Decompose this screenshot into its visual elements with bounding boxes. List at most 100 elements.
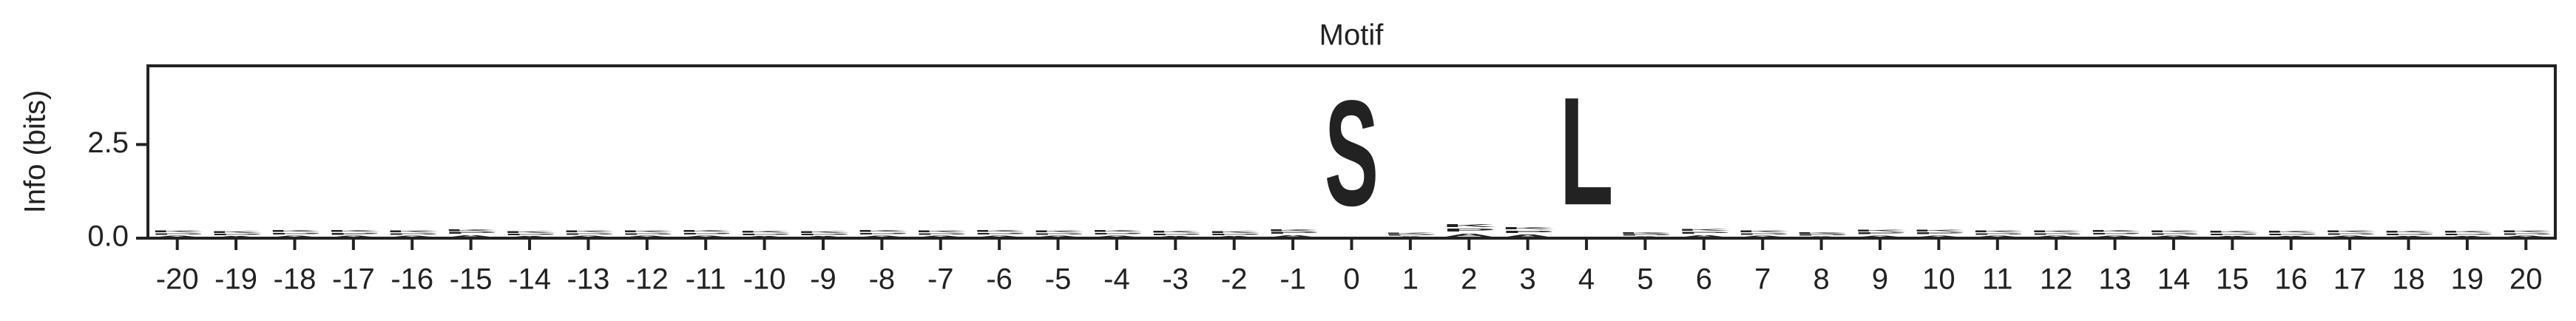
logo-letter: A: [620, 235, 674, 238]
logo-letter: A: [1677, 234, 1731, 238]
logo-letter: K: [1383, 232, 1437, 234]
x-tick-label: 20: [2509, 263, 2543, 296]
y-axis-label: Info (bits): [19, 90, 52, 214]
logo-letter: A: [150, 235, 204, 238]
logo-letter: K: [1501, 226, 1555, 230]
logo-letter: P: [1031, 233, 1085, 235]
logo-letter: P: [2264, 233, 2318, 235]
logo-letter: P: [326, 232, 380, 235]
logo-letter: A: [913, 235, 967, 238]
logo-letter: P: [973, 232, 1027, 234]
logo-letter: P: [737, 233, 791, 235]
logo-letter: K: [1736, 230, 1790, 233]
logo-letter: A: [1970, 235, 2024, 238]
logo-letter: K: [444, 229, 498, 232]
x-tick-label: 14: [2157, 263, 2191, 296]
logo-letter: P: [1383, 234, 1437, 236]
logo-letter: P: [2205, 233, 2259, 235]
logo-letter: K: [561, 230, 615, 233]
logo-letter: K: [1618, 232, 1672, 234]
logo-letter: K: [1677, 228, 1731, 232]
logo-letter: K: [326, 230, 380, 233]
x-tick-label: 1: [1402, 263, 1419, 296]
logo-letter: A: [1501, 234, 1555, 238]
logo-letter: K: [2381, 231, 2435, 234]
x-tick-label: -3: [1163, 263, 1189, 296]
logo-letter: P: [385, 233, 439, 235]
x-tick-label: 19: [2451, 263, 2484, 296]
logo-letter: K: [209, 231, 263, 234]
logo-letter: A: [2088, 234, 2142, 238]
logo-letter: K: [913, 230, 967, 233]
logo-letter: A: [1031, 235, 1085, 238]
logo-letter: K: [737, 231, 791, 234]
x-tick-label: -16: [391, 263, 433, 296]
logo-letter: K: [1794, 232, 1848, 234]
x-tick-label: -11: [686, 263, 726, 296]
logo-letter: A: [2029, 235, 2083, 238]
logo-letter: P: [268, 232, 322, 234]
logo-letter: P: [1618, 234, 1672, 236]
logo-letter: A: [2146, 235, 2200, 238]
x-tick-label: 4: [1578, 263, 1595, 296]
logo-letter: K: [2264, 231, 2318, 234]
logo-letter: A: [1442, 232, 1496, 238]
logo-letter: P: [2029, 233, 2083, 235]
logo-letter: P: [2088, 232, 2142, 234]
logo-letter: P: [561, 233, 615, 235]
x-tick-label: -9: [810, 263, 836, 296]
logo-letter: A: [385, 235, 439, 238]
x-tick-label: -12: [626, 263, 669, 296]
logo-letter: P: [1736, 233, 1790, 235]
plot-area: APKAPKAPKAPKAPKAPKAPKAPKAPKAPKAPKAPKAPKA…: [150, 64, 2553, 238]
logo-letter: K: [1207, 231, 1261, 234]
logo-letter: P: [796, 234, 850, 236]
logo-letter: S: [1325, 69, 1379, 237]
x-tick-label: 8: [1813, 263, 1829, 296]
logo-letter: A: [561, 235, 615, 238]
chart-title: Motif: [1319, 19, 1385, 52]
logo-letter: P: [913, 233, 967, 235]
logo-letter: K: [2323, 230, 2377, 233]
logo-letter: A: [1853, 234, 1907, 238]
logo-letter: P: [1149, 233, 1203, 235]
logo-letter: P: [1207, 234, 1261, 236]
logo-letter: K: [1031, 230, 1085, 233]
x-tick-label: -4: [1103, 263, 1130, 296]
logo-letter: P: [150, 233, 204, 235]
x-tick-label: 6: [1696, 263, 1712, 296]
logo-letter: K: [796, 231, 850, 234]
logo-letter: P: [1794, 234, 1848, 236]
logo-letter: P: [2323, 233, 2377, 235]
logo-letter: P: [2381, 233, 2435, 235]
logo-letter: L: [1560, 64, 1614, 237]
logo-letter: K: [2499, 230, 2553, 233]
logo-letter: P: [1912, 232, 1966, 235]
logo-letter: P: [2146, 233, 2200, 235]
logo-letter: K: [2146, 230, 2200, 233]
logo-letter: P: [444, 232, 498, 234]
logo-letter: K: [855, 229, 909, 232]
x-tick-label: 9: [1872, 263, 1888, 296]
x-tick-label: -1: [1279, 263, 1306, 296]
logo-letter: K: [620, 230, 674, 233]
logo-letter: A: [2499, 235, 2553, 238]
x-tick-label: 5: [1637, 263, 1653, 296]
logo-letter: K: [1149, 231, 1203, 234]
logo-letter: K: [2440, 231, 2494, 234]
x-tick-label: 3: [1520, 263, 1536, 296]
x-tick-label: -20: [156, 263, 199, 296]
logo-letter: K: [973, 229, 1027, 232]
x-tick-label: -7: [927, 263, 954, 296]
logo-letter: A: [444, 234, 498, 238]
logo-letter: P: [2499, 233, 2553, 235]
logo-letter: P: [2440, 233, 2494, 235]
logo-letter: K: [1266, 229, 1320, 232]
logo-letter: A: [326, 235, 380, 238]
logo-letter: P: [1677, 232, 1731, 234]
x-tick-label: 11: [1982, 263, 2013, 296]
x-tick-label: 0: [1343, 263, 1359, 296]
logo-letter: K: [1912, 229, 1966, 232]
logo-letter: K: [2029, 230, 2083, 233]
